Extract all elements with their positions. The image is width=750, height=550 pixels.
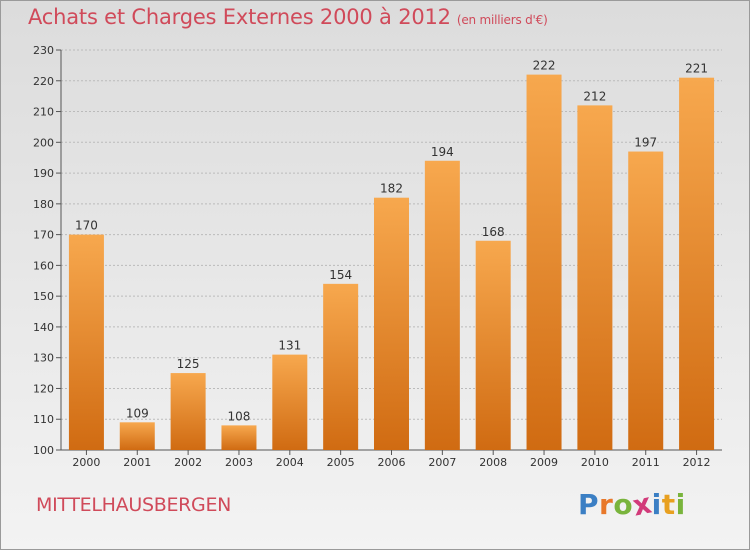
logo-letter: P [578,488,600,521]
x-tick-label: 2009 [530,456,558,469]
logo-letter: i [675,488,686,521]
bar-2000 [68,234,104,450]
bar-2003 [221,425,257,450]
x-tick-label: 2006 [378,456,406,469]
y-tick-label: 230 [33,44,54,57]
value-label: 182 [380,182,403,196]
value-label: 108 [228,409,251,423]
bar-2001 [119,422,155,450]
x-tick-label: 2003 [225,456,253,469]
x-tick-label: 2004 [276,456,304,469]
x-tick-label: 2008 [479,456,507,469]
chart-title-text: Achats et Charges Externes 2000 à 2012 [28,5,451,29]
y-tick-label: 170 [33,229,54,242]
bar-2010 [577,105,613,450]
bar-2011 [628,151,664,451]
bar-2004 [272,354,308,450]
bars [68,74,715,451]
bar-2007 [424,160,460,450]
axes: 100 110 120 130 140 150 160 170 180 190 200 210 220 2… [33,44,722,469]
value-label: 197 [634,136,657,150]
x-tick-label: 2002 [174,456,202,469]
logo-letter: r [599,488,614,521]
bar-2006 [374,197,409,450]
y-tick-label: 130 [33,352,54,365]
value-labels: 170 109 125 108 131 154 182 194 168 222 212 197 221 [75,59,708,424]
value-label: 109 [126,406,149,420]
x-tick-label: 2005 [327,456,355,469]
y-tick-label: 220 [33,75,54,88]
bar-2005 [323,283,359,450]
chart-unit: (en milliers d'€) [456,13,548,27]
value-label: 194 [431,145,454,159]
location-name: MITTELHAUSBERGEN [36,494,232,516]
bar-2002 [170,373,206,450]
x-tick-label: 2011 [632,456,660,469]
logo-letter: i [651,488,662,521]
x-tick-label: 2012 [683,456,711,469]
value-label: 212 [583,89,606,103]
y-tick-label: 180 [33,198,54,211]
y-tick-label: 160 [33,259,54,272]
y-tick-label: 120 [33,382,54,395]
x-tick-label: 2007 [428,456,456,469]
chart-title: Achats et Charges Externes 2000 à 2012 (e… [28,5,548,29]
y-tick-label: 150 [33,290,54,303]
y-tick-label: 140 [33,321,54,334]
bar-2012 [679,77,715,450]
bar-2008 [475,240,511,450]
x-tick-label: 2000 [72,456,100,469]
y-tick-label: 210 [33,106,54,119]
value-label: 222 [533,59,556,73]
value-label: 131 [278,339,301,353]
x-tick-label: 2001 [123,456,151,469]
y-tick-label: 110 [33,413,54,426]
logo-letter: o [613,488,634,521]
value-label: 221 [685,62,708,76]
x-tick-label: 2010 [581,456,609,469]
bar-2009 [526,74,562,450]
logo-letter: t [661,488,676,521]
value-label: 154 [329,268,352,282]
y-tick-label: 100 [33,444,54,457]
y-tick-label: 200 [33,136,54,149]
value-label: 125 [177,357,200,371]
y-tick-label: 190 [33,167,54,180]
value-label: 170 [75,219,98,233]
value-label: 168 [482,225,505,239]
proxiti-logo: Proxiti [578,486,686,522]
